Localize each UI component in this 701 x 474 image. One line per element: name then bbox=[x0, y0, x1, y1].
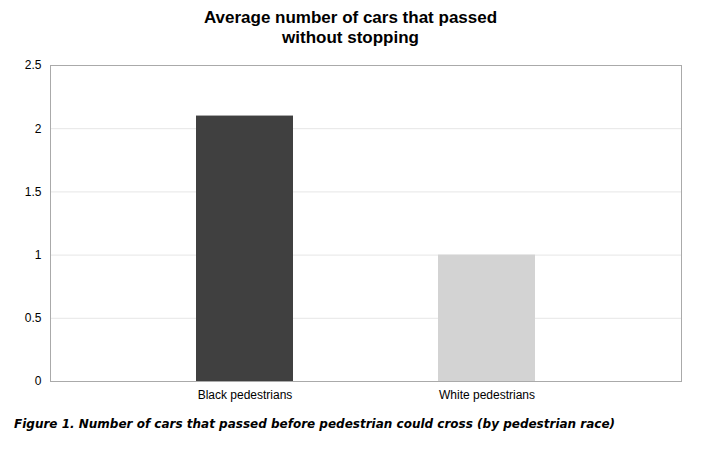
svg-text:2.5: 2.5 bbox=[25, 58, 42, 72]
svg-text:1.5: 1.5 bbox=[25, 185, 42, 199]
svg-text:1: 1 bbox=[35, 248, 42, 262]
svg-text:2: 2 bbox=[35, 121, 42, 135]
svg-text:Black pedestrians: Black pedestrians bbox=[198, 388, 293, 402]
svg-text:White pedestrians: White pedestrians bbox=[439, 388, 535, 402]
html-text:Figure 1. Number of cars that: Figure 1. Number of cars that passed bef… bbox=[14, 416, 616, 431]
svg-text:0.5: 0.5 bbox=[25, 311, 42, 325]
html-text:Average number of cars that pa: Average number of cars that passed witho… bbox=[203, 8, 498, 48]
svg-text:0: 0 bbox=[35, 374, 42, 388]
